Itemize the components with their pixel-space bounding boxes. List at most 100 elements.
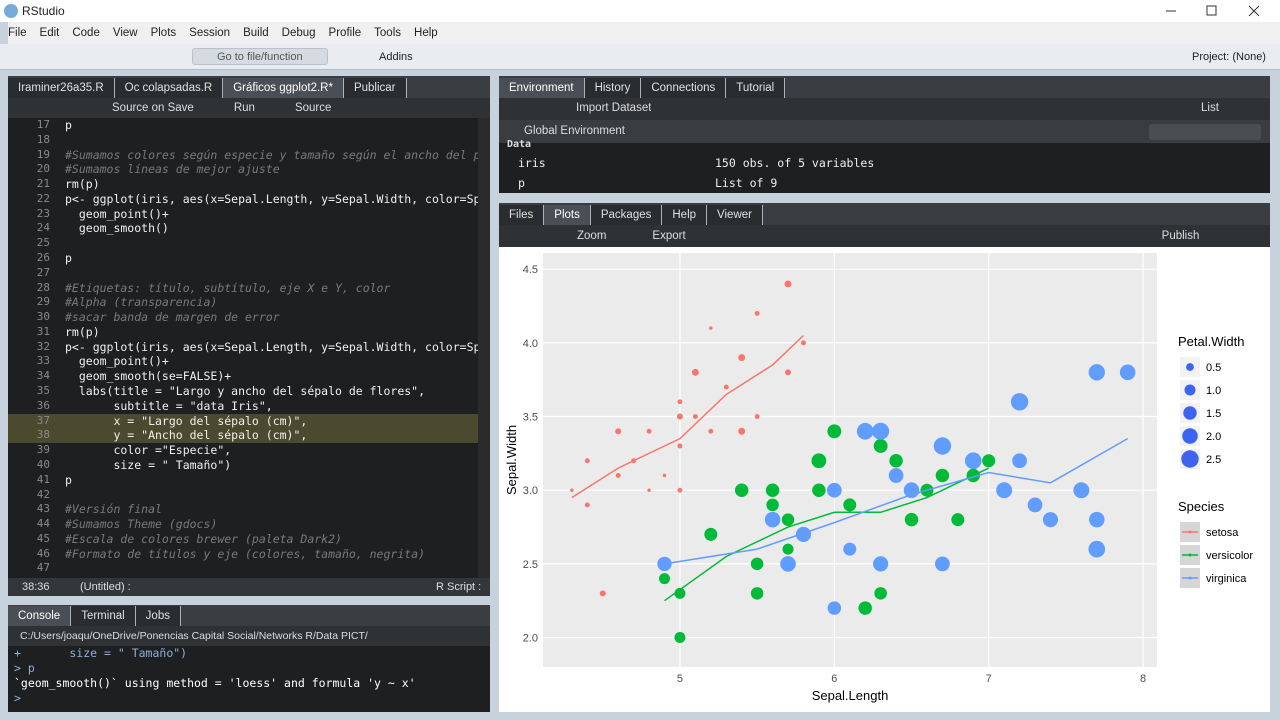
point [858,601,872,615]
editor-toolbar: Source on Save Run Source [8,98,490,118]
code-text: #Sumamos Theme (gdocs) [65,517,218,532]
plot-button[interactable]: Zoom [577,230,607,242]
editor-button[interactable]: Source on Save [112,102,194,114]
code-line: 31 rm(p) [8,325,478,340]
environment-scope[interactable]: Global Environment [524,125,625,137]
menu-item[interactable]: Debug [281,27,316,39]
search-box[interactable] [1149,124,1261,140]
y-axis-title: Sepal.Width [504,425,519,495]
app-icon [4,4,18,18]
editor-pane: Iraminer26a35.R Oc colapsadas.R Gráficos g… [8,76,490,596]
menu-item[interactable]: Session [189,27,231,39]
size-key [1181,450,1199,468]
point [1089,511,1105,528]
environment-row[interactable]: iris 150 obs. of 5 variables [499,153,1270,173]
y-tick-label: 4.0 [523,338,538,350]
view-mode[interactable]: List [1201,102,1219,114]
object-value: 150 obs. of 5 variables [715,156,875,170]
point [843,542,857,556]
tab[interactable]: Publicar [343,78,407,98]
menu-item[interactable]: Profile [328,27,362,39]
tab[interactable]: Viewer [707,205,763,225]
line-number: 44 [36,517,50,531]
menu-item[interactable]: Edit [39,27,60,39]
project-menu[interactable]: Project: (None) [1192,51,1266,63]
code-line: 45 #Escala de colores brewer (paleta Dark… [8,532,478,547]
window-controls[interactable] [1160,0,1280,22]
plot-button[interactable]: Publish [1161,230,1200,242]
tab[interactable]: Connections [641,78,727,98]
tab[interactable]: Console [8,606,72,626]
line-number: 34 [36,369,50,383]
legend-label: versicolor [1206,550,1253,562]
point [662,473,667,478]
legend-label: setosa [1206,527,1239,539]
editor-button[interactable]: Source [294,102,332,114]
tab[interactable]: Files [499,205,545,225]
code-line: 19 #Sumamos colores según especie y tamañ… [8,148,478,163]
tab[interactable]: Environment [499,78,585,98]
section-header: Data [507,139,532,150]
point [826,482,842,498]
plot-button[interactable]: Export [652,230,686,242]
point [800,340,806,346]
tab[interactable]: Jobs [135,606,181,626]
environment-row[interactable]: p List of 9 [499,173,1270,193]
scope[interactable]: (Untitled) : [80,581,131,593]
code-text: #Escala de colores brewer (paleta Dark2) [65,531,342,546]
tab[interactable]: Plots [544,205,591,225]
editor-button[interactable]: Run [233,102,255,114]
point [584,502,590,508]
tab[interactable]: Terminal [71,606,136,626]
point [996,482,1013,499]
tab[interactable]: Gráficos ggplot2.R* [223,78,344,98]
code-line: 29 #Alpha (transparencia) [8,295,478,310]
tab[interactable]: History [584,78,642,98]
code-text: #Etiquetas: título, subtítulo, eje X e Y… [65,280,391,295]
line-number: 37 [36,413,50,427]
tab[interactable]: Packages [590,205,663,225]
code-line: 32 p<- ggplot(iris, aes(x=Sepal.Length, y… [8,340,478,355]
point [964,452,982,470]
menu-item[interactable]: View [112,27,138,39]
tab[interactable]: Iraminer26a35.R [8,78,115,98]
code-line: 34 geom_smooth(se=FALSE)+ [8,369,478,384]
point [704,527,718,541]
code-line: 42 [8,488,478,503]
code-line: 26 p [8,251,478,266]
size-legend-title: Petal.Width [1178,334,1244,349]
menu-item[interactable]: Plots [150,27,177,39]
tab[interactable]: Tutorial [726,78,786,98]
menu-item[interactable]: Help [414,27,438,39]
menu-item[interactable]: File [8,27,27,39]
line-number: 27 [36,265,50,279]
addins-button[interactable]: Addins [379,51,413,63]
point [785,369,792,376]
code-line: 41 p [8,473,478,488]
code-line: 27 [8,266,478,281]
point [873,439,888,453]
tab[interactable]: Help [662,205,708,225]
legend-label: 1.0 [1206,385,1221,397]
code-area: 17 p 18 19 #Sumamos colores según especie y … [8,118,478,578]
environment-pane: Environment History Connections Tutorial Im… [499,76,1270,193]
point [781,513,795,526]
import-dataset[interactable]: Import Dataset [576,102,652,114]
code-text: #Sumamos líneas de mejor ajuste [65,162,280,177]
code-line: 21 rm(p) [8,177,478,192]
goto-file[interactable]: Go to file/function [192,48,328,65]
code-line: 33 geom_point()+ [8,354,478,369]
file-type[interactable]: R Script : [436,581,482,593]
point [1012,453,1027,469]
point [674,632,686,644]
line-number: 23 [36,206,50,220]
menu-item[interactable]: Code [72,27,100,39]
menu-item[interactable]: Build [243,27,269,39]
tab[interactable]: Oc colapsadas.R [114,78,224,98]
code-text: y = "Ancho del sépalo (cm)", [65,428,308,443]
size-key [1183,406,1197,420]
line-number: 32 [36,339,50,353]
point [677,399,683,405]
line-number: 38 [36,428,50,442]
menu-item[interactable]: Tools [374,27,402,39]
